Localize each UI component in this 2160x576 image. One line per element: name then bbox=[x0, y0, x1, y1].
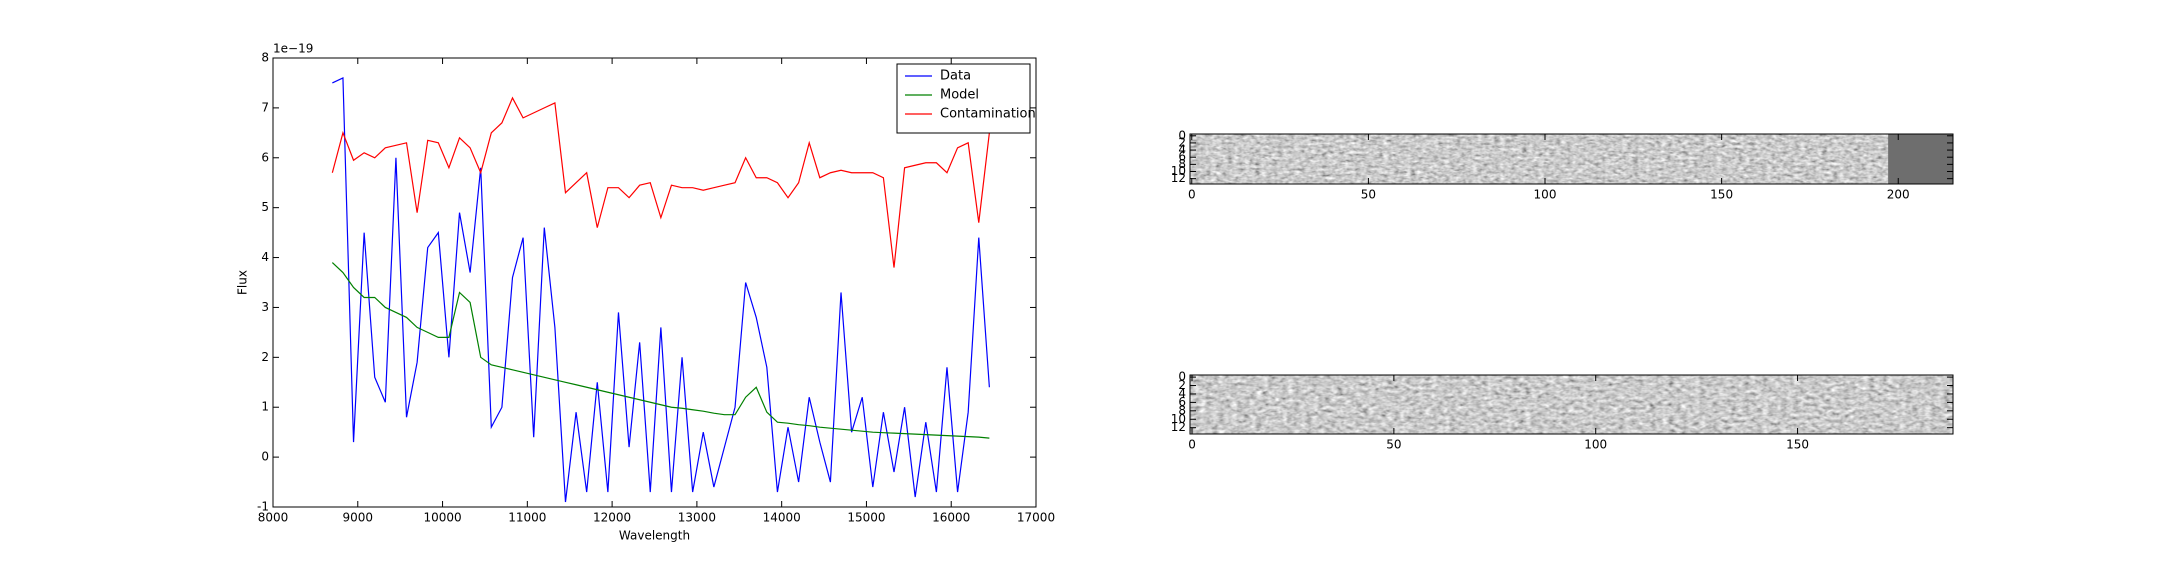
x-tick-label: 13000 bbox=[678, 511, 716, 525]
y-tick-label: 12 bbox=[1171, 171, 1186, 185]
y-tick-label: 8 bbox=[261, 51, 269, 65]
image-pixels bbox=[1190, 375, 1953, 434]
x-tick-label: 11000 bbox=[508, 511, 546, 525]
y-tick-label: 0 bbox=[261, 450, 269, 464]
y-tick-label: 10 bbox=[1171, 412, 1186, 426]
axes-frame bbox=[1189, 374, 1954, 435]
image-padding bbox=[1888, 134, 1953, 184]
data-line bbox=[331, 262, 990, 439]
axes-frame bbox=[272, 57, 1037, 508]
x-tick-label: 12000 bbox=[593, 511, 631, 525]
x-axis-label: Wavelength bbox=[619, 529, 690, 543]
y-tick-label: 8 bbox=[1178, 403, 1186, 417]
y-tick-label: 12 bbox=[1171, 420, 1186, 434]
axes-frame bbox=[1189, 133, 1954, 185]
x-tick-label: 8000 bbox=[258, 511, 289, 525]
y-axis-label: Flux bbox=[236, 270, 250, 295]
y-tick-label: 2 bbox=[1178, 135, 1186, 149]
y-tick-label: 4 bbox=[1178, 143, 1186, 157]
x-tick-label: 50 bbox=[1386, 438, 1401, 452]
x-tick-label: 9000 bbox=[343, 511, 374, 525]
x-tick-label: 17000 bbox=[1017, 511, 1055, 525]
legend-label: Data bbox=[940, 69, 971, 84]
x-tick-label: 0 bbox=[1188, 438, 1196, 452]
y-tick-label: 10 bbox=[1171, 164, 1186, 178]
y-tick-label: 6 bbox=[261, 150, 269, 164]
y-tick-label: -1 bbox=[257, 500, 269, 514]
y-tick-label: 3 bbox=[261, 300, 269, 314]
x-tick-label: 100 bbox=[1534, 188, 1557, 202]
y-tick-label: 5 bbox=[261, 200, 269, 214]
y-tick-label: 0 bbox=[1178, 370, 1186, 384]
x-tick-label: 10000 bbox=[423, 511, 461, 525]
y-tick-label: 2 bbox=[1178, 378, 1186, 392]
x-tick-label: 50 bbox=[1361, 188, 1376, 202]
legend-label: Model bbox=[940, 88, 979, 103]
image-pixels bbox=[1190, 134, 1953, 184]
y-tick-label: 0 bbox=[1178, 128, 1186, 142]
data-line bbox=[331, 96, 990, 268]
x-tick-label: 150 bbox=[1786, 438, 1809, 452]
y-tick-label: 4 bbox=[261, 250, 269, 264]
x-tick-label: 15000 bbox=[847, 511, 885, 525]
y-tick-label: 8 bbox=[1178, 157, 1186, 171]
y-tick-label: 1 bbox=[261, 400, 269, 414]
x-tick-label: 0 bbox=[1188, 188, 1196, 202]
x-tick-label: 16000 bbox=[932, 511, 970, 525]
legend-label: Contamination bbox=[940, 107, 1036, 122]
offset-text: 1e−19 bbox=[273, 42, 313, 56]
x-tick-label: 200 bbox=[1887, 188, 1910, 202]
y-tick-label: 4 bbox=[1178, 386, 1186, 400]
x-tick-label: 14000 bbox=[763, 511, 801, 525]
x-tick-label: 150 bbox=[1710, 188, 1733, 202]
x-tick-label: 100 bbox=[1584, 438, 1607, 452]
y-tick-label: 6 bbox=[1178, 150, 1186, 164]
y-tick-label: 6 bbox=[1178, 395, 1186, 409]
data-line bbox=[332, 77, 990, 503]
y-tick-label: 2 bbox=[261, 350, 269, 364]
y-tick-label: 7 bbox=[261, 100, 269, 114]
